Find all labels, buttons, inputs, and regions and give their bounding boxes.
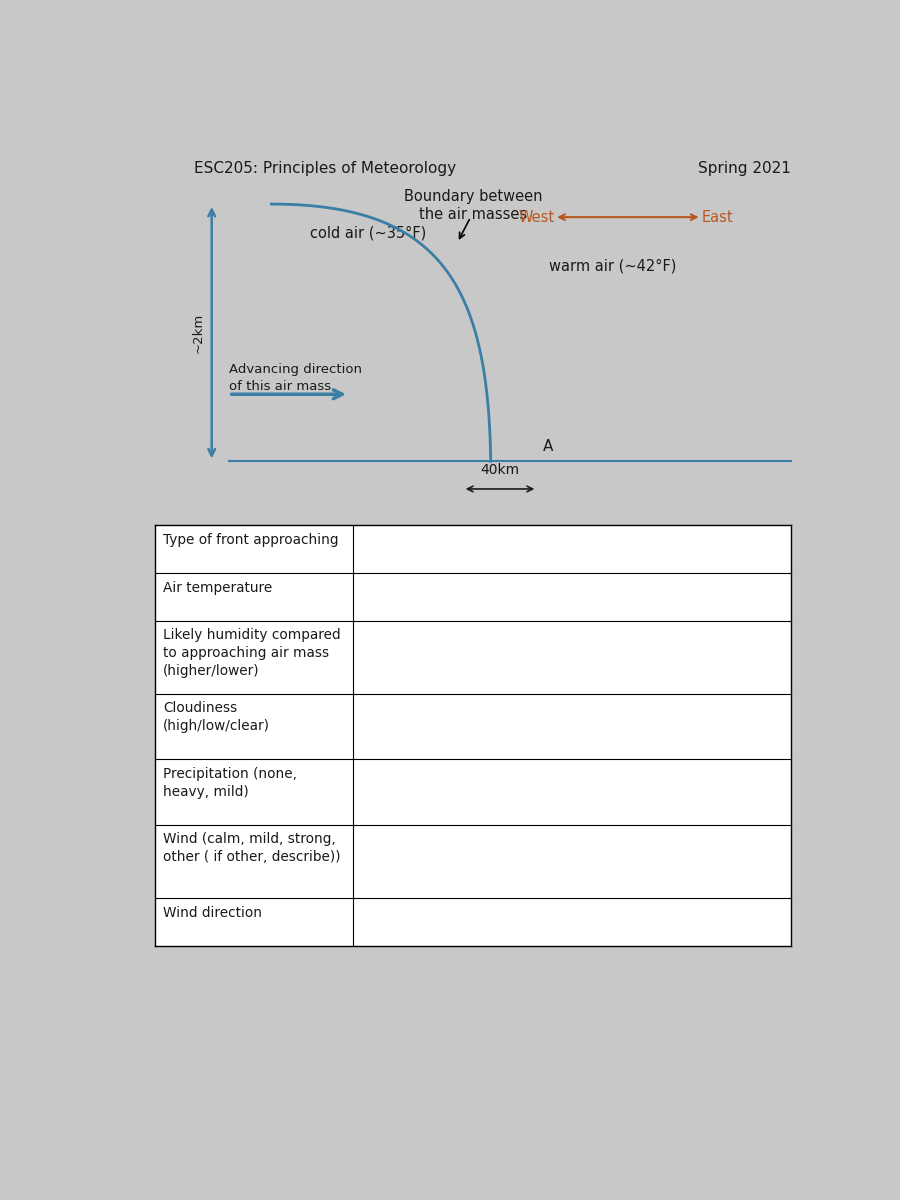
Text: A: A — [543, 438, 553, 454]
Text: Air temperature: Air temperature — [163, 581, 272, 594]
Text: 40km: 40km — [481, 463, 519, 476]
Text: Wind (calm, mild, strong,
other ( if other, describe)): Wind (calm, mild, strong, other ( if oth… — [163, 833, 340, 864]
Text: ESC205: Principles of Meteorology: ESC205: Principles of Meteorology — [194, 161, 456, 176]
Text: Advancing direction
of this air mass: Advancing direction of this air mass — [229, 364, 362, 394]
Text: Wind direction: Wind direction — [163, 906, 262, 919]
Text: Cloudiness
(high/low/clear): Cloudiness (high/low/clear) — [163, 702, 270, 733]
Text: Likely humidity compared
to approaching air mass
(higher/lower): Likely humidity compared to approaching … — [163, 629, 340, 678]
Text: Spring 2021: Spring 2021 — [698, 161, 790, 176]
Text: ~2km: ~2km — [191, 312, 204, 353]
Bar — [155, 526, 790, 946]
Text: Precipitation (none,
heavy, mild): Precipitation (none, heavy, mild) — [163, 767, 297, 799]
Text: West: West — [518, 210, 554, 224]
Text: warm air (~42°F): warm air (~42°F) — [549, 258, 676, 274]
Text: cold air (~35°F): cold air (~35°F) — [310, 226, 427, 240]
Text: East: East — [701, 210, 734, 224]
Text: Boundary between
the air masses: Boundary between the air masses — [403, 188, 542, 222]
Text: Type of front approaching: Type of front approaching — [163, 533, 338, 547]
